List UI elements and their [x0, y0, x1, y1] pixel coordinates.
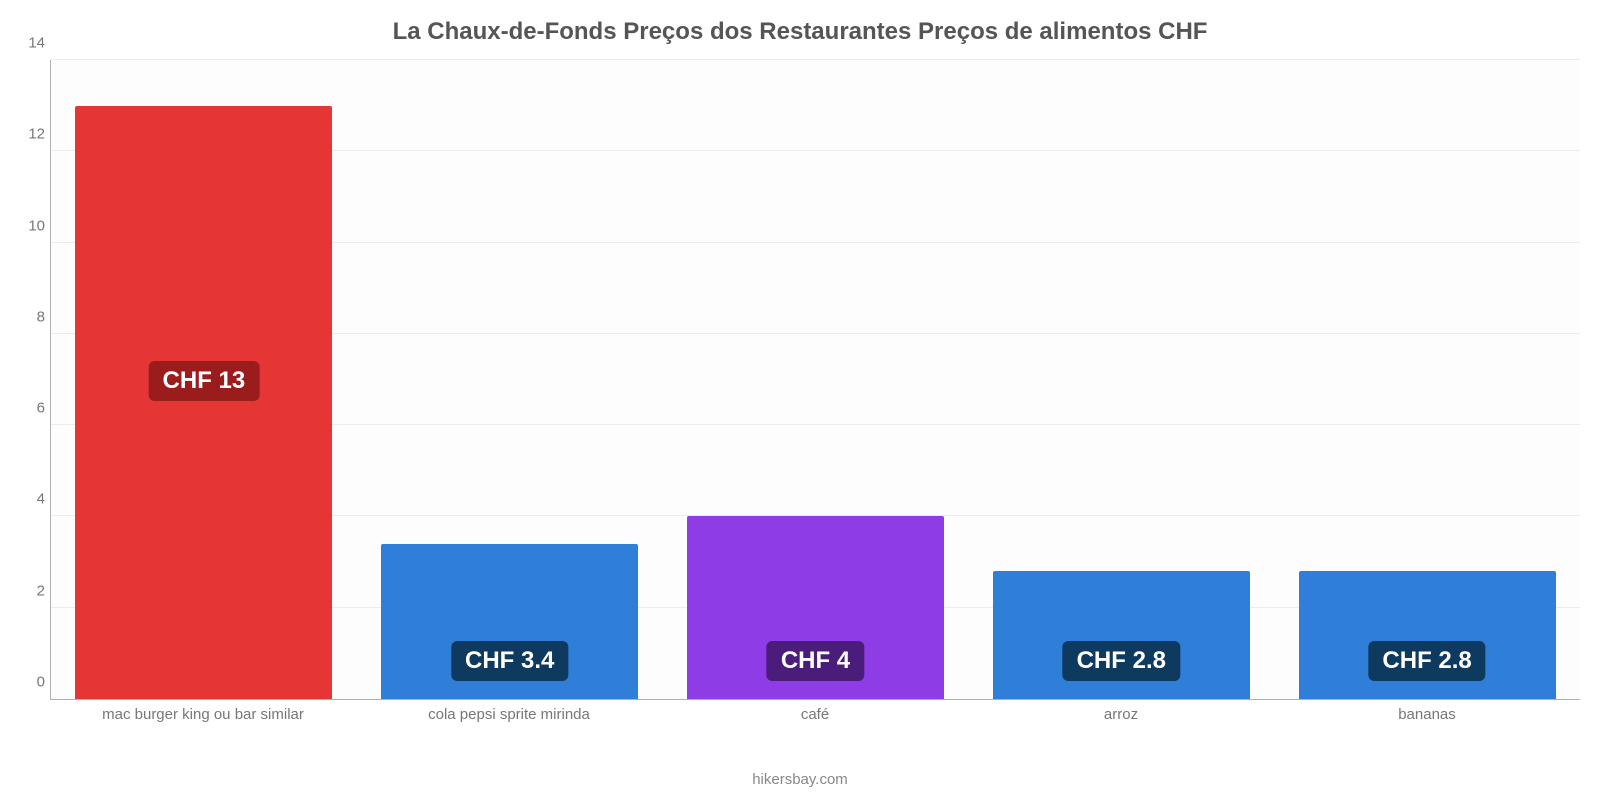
- source-label: hikersbay.com: [0, 771, 1600, 788]
- x-tick-label: bananas: [1274, 700, 1580, 730]
- bar-value-label: CHF 13: [149, 361, 260, 401]
- bar-value-label: CHF 2.8: [1368, 641, 1485, 681]
- bar-slot: CHF 3.4: [357, 60, 663, 699]
- bar-slot: CHF 13: [51, 60, 357, 699]
- bar: CHF 2.8: [1299, 571, 1556, 699]
- y-tick-label: 8: [15, 308, 45, 325]
- bar-slot: CHF 4: [663, 60, 969, 699]
- x-axis: mac burger king ou bar similarcola pepsi…: [50, 700, 1580, 730]
- bar: CHF 3.4: [381, 544, 638, 699]
- y-tick-label: 0: [15, 674, 45, 691]
- x-tick-label: mac burger king ou bar similar: [50, 700, 356, 730]
- bar-slot: CHF 2.8: [968, 60, 1274, 699]
- bar: CHF 2.8: [993, 571, 1250, 699]
- y-tick-label: 4: [15, 491, 45, 508]
- bar: CHF 13: [75, 106, 332, 699]
- x-tick-label: café: [662, 700, 968, 730]
- bar-slot: CHF 2.8: [1274, 60, 1580, 699]
- bar-value-label: CHF 3.4: [451, 641, 568, 681]
- plot-area: CHF 13CHF 3.4CHF 4CHF 2.8CHF 2.8 0246810…: [50, 60, 1580, 700]
- x-tick-label: cola pepsi sprite mirinda: [356, 700, 662, 730]
- y-tick-label: 2: [15, 582, 45, 599]
- y-tick-label: 6: [15, 400, 45, 417]
- bar-value-label: CHF 2.8: [1063, 641, 1180, 681]
- chart-area: CHF 13CHF 3.4CHF 4CHF 2.8CHF 2.8 0246810…: [50, 60, 1580, 730]
- chart-title: La Chaux-de-Fonds Preços dos Restaurante…: [0, 0, 1600, 46]
- y-tick-label: 10: [15, 217, 45, 234]
- x-tick-label: arroz: [968, 700, 1274, 730]
- bar: CHF 4: [687, 516, 944, 699]
- bar-value-label: CHF 4: [767, 641, 864, 681]
- bars-container: CHF 13 CHF 3.4 CHF 4 CHF 2.8 CHF 2.8: [51, 60, 1580, 699]
- y-tick-label: 14: [15, 35, 45, 52]
- y-tick-label: 12: [15, 126, 45, 143]
